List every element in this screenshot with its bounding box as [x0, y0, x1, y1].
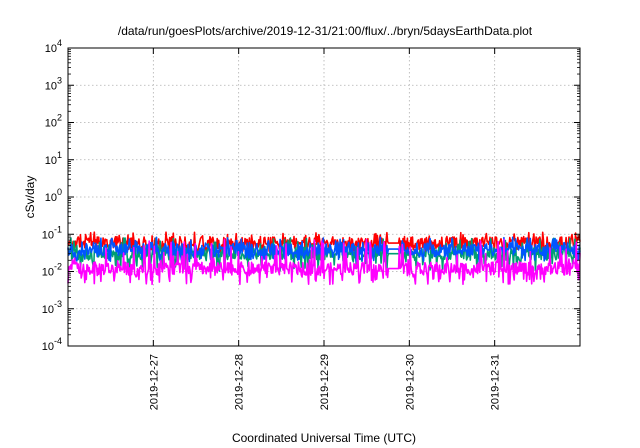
- x-axis-label: Coordinated Universal Time (UTC): [232, 431, 416, 445]
- y-tick-label: 101: [45, 150, 62, 167]
- series-line: [67, 238, 581, 286]
- x-tick-label: 2019-12-31: [490, 354, 502, 410]
- x-tick-label: 2019-12-28: [234, 354, 246, 410]
- y-tick-label: 102: [45, 113, 62, 130]
- y-tick-label: 10-4: [42, 336, 62, 353]
- x-tick-label: 2019-12-30: [404, 354, 416, 410]
- y-tick-label: 10-1: [42, 224, 62, 241]
- y-tick-label: 100: [45, 187, 62, 204]
- y-tick-label: 104: [45, 38, 62, 55]
- x-tick-label: 2019-12-27: [148, 354, 160, 410]
- y-tick-label: 10-3: [42, 299, 62, 316]
- x-tick-label: 2019-12-29: [319, 354, 331, 410]
- chart-title: /data/run/goesPlots/archive/2019-12-31/2…: [118, 24, 533, 38]
- y-axis-label: cSv/day: [23, 176, 37, 219]
- x-axis-ticks: 2019-12-27 2019-12-28 2019-12-29 2019-12-30…: [148, 48, 502, 410]
- y-axis-ticks: 10-4 10-3 10-2 10-1 100 101 102 103 104: [42, 38, 580, 353]
- y-tick-label: 103: [45, 75, 62, 92]
- series-group: [67, 231, 581, 286]
- y-tick-label: 10-2: [42, 262, 62, 279]
- grid-lines: [68, 48, 580, 346]
